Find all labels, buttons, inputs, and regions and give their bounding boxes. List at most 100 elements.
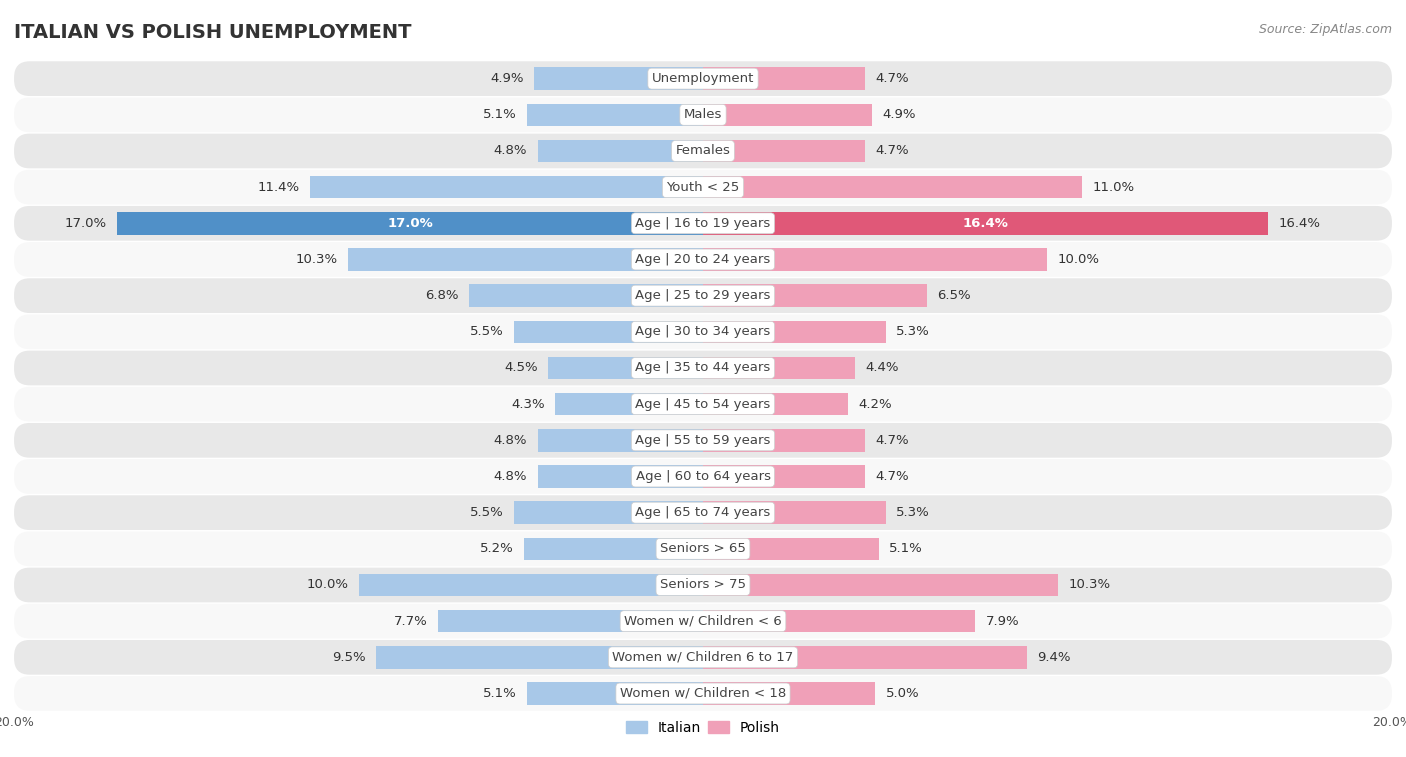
Bar: [703, 466, 865, 488]
Text: 4.8%: 4.8%: [494, 470, 527, 483]
FancyBboxPatch shape: [14, 640, 1392, 674]
Text: 10.3%: 10.3%: [1069, 578, 1111, 591]
Bar: [703, 140, 865, 162]
Bar: [537, 140, 703, 162]
Text: Youth < 25: Youth < 25: [666, 181, 740, 194]
Bar: [703, 104, 872, 126]
Text: Age | 20 to 24 years: Age | 20 to 24 years: [636, 253, 770, 266]
FancyBboxPatch shape: [14, 134, 1392, 168]
FancyBboxPatch shape: [14, 314, 1392, 349]
FancyBboxPatch shape: [14, 279, 1392, 313]
Text: Age | 45 to 54 years: Age | 45 to 54 years: [636, 397, 770, 410]
Bar: [703, 610, 976, 632]
FancyBboxPatch shape: [14, 206, 1392, 241]
Bar: [537, 429, 703, 451]
Text: Females: Females: [675, 145, 731, 157]
Text: 4.3%: 4.3%: [510, 397, 544, 410]
Bar: [703, 67, 865, 90]
Text: Unemployment: Unemployment: [652, 72, 754, 85]
Text: Women w/ Children < 18: Women w/ Children < 18: [620, 687, 786, 700]
Text: Women w/ Children < 6: Women w/ Children < 6: [624, 615, 782, 628]
Text: 5.1%: 5.1%: [484, 108, 517, 121]
Text: Women w/ Children 6 to 17: Women w/ Children 6 to 17: [613, 651, 793, 664]
FancyBboxPatch shape: [14, 387, 1392, 422]
Bar: [359, 574, 703, 597]
Text: 4.2%: 4.2%: [858, 397, 891, 410]
Bar: [703, 321, 886, 343]
Bar: [527, 682, 703, 705]
Text: 11.4%: 11.4%: [257, 181, 299, 194]
Bar: [117, 212, 703, 235]
Bar: [703, 357, 855, 379]
Text: 5.5%: 5.5%: [470, 506, 503, 519]
Text: 11.0%: 11.0%: [1092, 181, 1135, 194]
Text: 4.9%: 4.9%: [882, 108, 915, 121]
Legend: Italian, Polish: Italian, Polish: [620, 715, 786, 740]
Text: 5.5%: 5.5%: [470, 326, 503, 338]
Bar: [534, 67, 703, 90]
Text: 17.0%: 17.0%: [65, 217, 107, 230]
Text: 9.5%: 9.5%: [332, 651, 366, 664]
FancyBboxPatch shape: [14, 98, 1392, 132]
Text: 10.0%: 10.0%: [1057, 253, 1099, 266]
Bar: [703, 285, 927, 307]
Text: 5.2%: 5.2%: [479, 542, 513, 556]
FancyBboxPatch shape: [14, 531, 1392, 566]
Bar: [703, 501, 886, 524]
Bar: [524, 537, 703, 560]
FancyBboxPatch shape: [14, 350, 1392, 385]
Text: Age | 65 to 74 years: Age | 65 to 74 years: [636, 506, 770, 519]
Text: Males: Males: [683, 108, 723, 121]
Text: 4.5%: 4.5%: [503, 362, 537, 375]
Text: 5.3%: 5.3%: [896, 326, 929, 338]
Bar: [349, 248, 703, 271]
Bar: [703, 212, 1268, 235]
FancyBboxPatch shape: [14, 495, 1392, 530]
Text: Seniors > 75: Seniors > 75: [659, 578, 747, 591]
Text: 7.9%: 7.9%: [986, 615, 1019, 628]
Text: ITALIAN VS POLISH UNEMPLOYMENT: ITALIAN VS POLISH UNEMPLOYMENT: [14, 23, 412, 42]
Text: Age | 60 to 64 years: Age | 60 to 64 years: [636, 470, 770, 483]
Text: Age | 25 to 29 years: Age | 25 to 29 years: [636, 289, 770, 302]
FancyBboxPatch shape: [14, 423, 1392, 458]
Text: 5.1%: 5.1%: [889, 542, 922, 556]
Text: 10.0%: 10.0%: [307, 578, 349, 591]
Bar: [468, 285, 703, 307]
Text: 16.4%: 16.4%: [1278, 217, 1320, 230]
Bar: [703, 176, 1083, 198]
Text: 4.7%: 4.7%: [875, 470, 908, 483]
Text: Age | 35 to 44 years: Age | 35 to 44 years: [636, 362, 770, 375]
Bar: [513, 321, 703, 343]
Text: 5.1%: 5.1%: [484, 687, 517, 700]
Text: Age | 55 to 59 years: Age | 55 to 59 years: [636, 434, 770, 447]
FancyBboxPatch shape: [14, 242, 1392, 277]
Bar: [703, 574, 1057, 597]
Bar: [703, 248, 1047, 271]
Text: 4.7%: 4.7%: [875, 434, 908, 447]
FancyBboxPatch shape: [14, 568, 1392, 603]
Bar: [703, 682, 875, 705]
Bar: [513, 501, 703, 524]
Bar: [375, 646, 703, 668]
Text: 4.9%: 4.9%: [491, 72, 524, 85]
Text: Seniors > 65: Seniors > 65: [659, 542, 747, 556]
Bar: [555, 393, 703, 416]
Bar: [527, 104, 703, 126]
Bar: [548, 357, 703, 379]
Text: 4.8%: 4.8%: [494, 145, 527, 157]
Text: Age | 30 to 34 years: Age | 30 to 34 years: [636, 326, 770, 338]
FancyBboxPatch shape: [14, 676, 1392, 711]
FancyBboxPatch shape: [14, 459, 1392, 494]
FancyBboxPatch shape: [14, 170, 1392, 204]
Bar: [437, 610, 703, 632]
Text: Source: ZipAtlas.com: Source: ZipAtlas.com: [1258, 23, 1392, 36]
Text: 4.8%: 4.8%: [494, 434, 527, 447]
Bar: [703, 537, 879, 560]
Text: 10.3%: 10.3%: [295, 253, 337, 266]
Text: 9.4%: 9.4%: [1038, 651, 1070, 664]
Text: 17.0%: 17.0%: [387, 217, 433, 230]
Text: 5.0%: 5.0%: [886, 687, 920, 700]
FancyBboxPatch shape: [14, 604, 1392, 638]
Text: Age | 16 to 19 years: Age | 16 to 19 years: [636, 217, 770, 230]
Text: 5.3%: 5.3%: [896, 506, 929, 519]
